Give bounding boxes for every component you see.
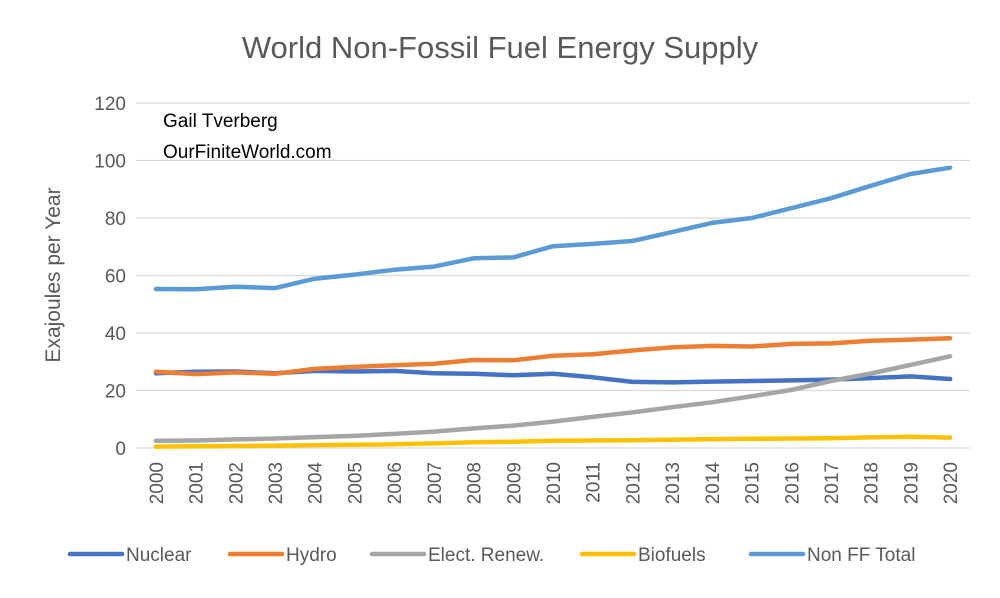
series-line-biofuels xyxy=(153,434,953,449)
x-tick-labels: 2000 2001 2002 2003 2004 2005 2006 2007 2008 2009… xyxy=(147,462,962,505)
chart-title: World Non-Fossil Fuel Energy Supply xyxy=(242,30,759,65)
x-tick-label-2010: 2010 xyxy=(544,462,565,504)
x-tick-label-2012: 2012 xyxy=(623,462,644,504)
x-tick-label-2020: 2020 xyxy=(941,462,962,504)
legend-label-elect-renew: Elect. Renew. xyxy=(428,545,544,566)
y-tick-label-120: 120 xyxy=(94,94,126,115)
x-tick-label-2011: 2011 xyxy=(584,462,605,503)
x-tick-label-2006: 2006 xyxy=(385,462,406,504)
series-line-hydro xyxy=(153,335,953,377)
x-tick-label-2002: 2002 xyxy=(226,462,247,504)
y-tick-label-100: 100 xyxy=(94,152,126,173)
x-tick-label-2000: 2000 xyxy=(147,462,168,504)
x-tick-label-2001: 2001 xyxy=(187,462,208,504)
legend-label-non-ff-total: Non FF Total xyxy=(807,545,915,566)
y-axis-label: Exajoules per Year xyxy=(42,187,65,362)
x-tick-label-2017: 2017 xyxy=(822,462,843,504)
series-line-non-ff-total xyxy=(153,165,953,292)
x-tick-label-2008: 2008 xyxy=(465,462,486,504)
x-tick-label-2018: 2018 xyxy=(862,462,883,504)
x-tick-label-2004: 2004 xyxy=(306,462,327,505)
legend: Nuclear Hydro Elect. Renew. Biofuels Non FF … xyxy=(67,545,915,566)
x-tick-label-2007: 2007 xyxy=(425,462,446,504)
x-tick-label-2015: 2015 xyxy=(743,462,764,504)
x-tick-label-2019: 2019 xyxy=(901,462,922,504)
y-tick-label-80: 80 xyxy=(105,209,126,230)
x-tick-label-2003: 2003 xyxy=(266,462,287,504)
annotation-website: OurFiniteWorld.com xyxy=(163,142,332,163)
legend-label-hydro: Hydro xyxy=(286,545,337,566)
x-tick-label-2005: 2005 xyxy=(345,462,366,504)
annotation-author: Gail Tverberg xyxy=(163,111,278,132)
x-tick-label-2013: 2013 xyxy=(663,462,684,504)
y-tick-label-0: 0 xyxy=(115,439,126,460)
x-tick-label-2014: 2014 xyxy=(703,462,724,505)
y-tick-labels: 0 20 40 60 80 100 120 xyxy=(94,94,126,460)
y-tick-label-60: 60 xyxy=(105,267,126,288)
legend-label-biofuels: Biofuels xyxy=(638,545,706,566)
x-tick-label-2009: 2009 xyxy=(504,462,525,504)
x-tick-label-2016: 2016 xyxy=(782,462,803,504)
y-tick-label-40: 40 xyxy=(105,324,126,345)
y-tick-label-20: 20 xyxy=(105,382,126,403)
legend-label-nuclear: Nuclear xyxy=(126,545,192,566)
series-lines xyxy=(153,165,953,449)
series-line-elect-renew xyxy=(153,354,953,444)
gridlines xyxy=(136,102,970,449)
